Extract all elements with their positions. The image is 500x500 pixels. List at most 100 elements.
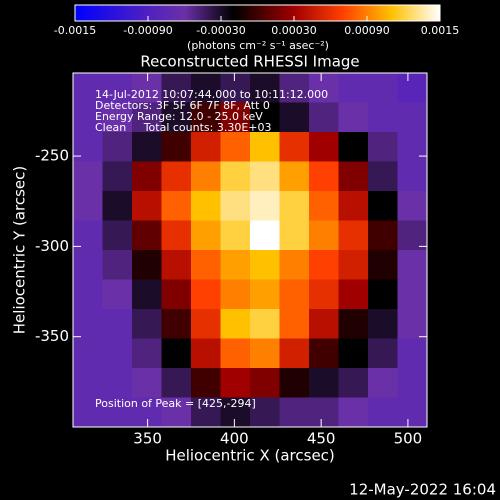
- y-tick-label: -350: [35, 327, 69, 345]
- heatmap-cell: [397, 279, 428, 310]
- heatmap-cell: [191, 397, 221, 428]
- heatmap-cell: [132, 279, 162, 310]
- heatmap-cell: [279, 161, 310, 192]
- heatmap-cell: [338, 397, 369, 428]
- y-axis-label: Heliocentric Y (arcsec): [11, 166, 29, 334]
- heatmap-cell: [279, 309, 310, 339]
- peak-annotation: Position of Peak = [425,-294]: [95, 397, 256, 410]
- x-tick-label: 450: [307, 430, 336, 448]
- heatmap-cell: [161, 250, 192, 280]
- heatmap-cell: [102, 368, 133, 398]
- heatmap-cell: [368, 309, 398, 339]
- heatmap-cell: [279, 132, 310, 162]
- heatmap-cell: [161, 102, 192, 133]
- heatmap-cell: [338, 132, 369, 162]
- colorbar-tick-label: 0.00090: [344, 24, 390, 37]
- y-tick-label: -250: [35, 147, 69, 165]
- heatmap-cell: [191, 132, 221, 162]
- heatmap-cell: [161, 73, 192, 103]
- colorbar-tick-label: 0.0015: [421, 24, 460, 37]
- annotation: 14-Jul-2012 10:07:44.000 to 10:11:12.000: [95, 88, 328, 101]
- heatmap-cell: [279, 102, 310, 133]
- heatmap-cell: [338, 220, 369, 251]
- heatmap-cell: [368, 161, 398, 192]
- heatmap-cell: [191, 368, 221, 398]
- heatmap-cell: [132, 132, 162, 162]
- heatmap-cell: [132, 191, 162, 221]
- heatmap-cell: [368, 250, 398, 280]
- heatmap-cell: [279, 250, 310, 280]
- timestamp: 12-May-2022 16:04: [349, 481, 496, 499]
- heatmap-cell: [220, 73, 251, 103]
- heatmap-cell: [132, 368, 162, 398]
- annotation: Energy Range: 12.0 - 25.0 keV: [95, 110, 263, 123]
- heatmap-cell: [368, 132, 398, 162]
- heatmap-cell: [102, 102, 133, 133]
- x-tick-label: 500: [394, 430, 423, 448]
- heatmap-cell: [368, 73, 398, 103]
- heatmap-cell: [309, 191, 339, 221]
- colorbar: [74, 4, 441, 22]
- heatmap-cell: [368, 368, 398, 398]
- heatmap-cell: [161, 309, 192, 339]
- heatmap-cell: [397, 397, 428, 428]
- annotation: Detectors: 3F 5F 6F 7F 8F, Att 0: [95, 99, 270, 112]
- heatmap-cell: [132, 161, 162, 192]
- annotation: Clean Total counts: 3.30E+03: [95, 121, 272, 134]
- heatmap-cell: [309, 309, 339, 339]
- heatmap-cell: [250, 191, 280, 221]
- heatmap-cell: [309, 220, 339, 251]
- x-tick-label: 350: [133, 430, 162, 448]
- heatmap-cell: [191, 279, 221, 310]
- heatmap-cell: [309, 132, 339, 162]
- heatmap-cell: [191, 73, 221, 103]
- heatmap-cell: [250, 338, 280, 369]
- heatmap-cell: [279, 338, 310, 369]
- heatmap-cell: [368, 397, 398, 428]
- heatmap-cell: [250, 309, 280, 339]
- heatmap-cell: [102, 220, 133, 251]
- heatmap-cell: [368, 102, 398, 133]
- heatmap-cell: [191, 338, 221, 369]
- heatmap-cell: [279, 368, 310, 398]
- colorbar-tick-label: -0.00090: [123, 24, 172, 37]
- x-tick-label: 400: [220, 430, 249, 448]
- colorbar-label: (photons cm⁻² s⁻¹ asec⁻²): [187, 39, 329, 52]
- heatmap-cell: [73, 279, 103, 310]
- heatmap-cell: [132, 73, 162, 103]
- heatmap-cell: [132, 220, 162, 251]
- heatmap-cell: [250, 279, 280, 310]
- heatmap-cell: [220, 397, 251, 428]
- heatmap-cell: [132, 309, 162, 339]
- heatmap-cell: [250, 73, 280, 103]
- heatmap-cell: [73, 161, 103, 192]
- heatmap-cell: [73, 132, 103, 162]
- heatmap-cell: [161, 368, 192, 398]
- heatmap-cell: [220, 191, 251, 221]
- heatmap-cell: [338, 279, 369, 310]
- heatmap-cell: [102, 132, 133, 162]
- heatmap-cell: [250, 161, 280, 192]
- heatmap-cell: [397, 102, 428, 133]
- heatmap-cell: [73, 368, 103, 398]
- heatmap-cell: [161, 279, 192, 310]
- heatmap-cell: [73, 309, 103, 339]
- heatmap-cell: [191, 191, 221, 221]
- heatmap-cell: [161, 220, 192, 251]
- heatmap-cell: [309, 161, 339, 192]
- heatmap-cell: [73, 73, 103, 103]
- heatmap-cell: [279, 397, 310, 428]
- heatmap-cell: [338, 338, 369, 369]
- heatmap-cell: [132, 338, 162, 369]
- heatmap-cell: [250, 397, 280, 428]
- plot-frame: [72, 72, 428, 428]
- heatmap-cell: [132, 102, 162, 133]
- heatmap-cell: [250, 132, 280, 162]
- heatmap-cell: [73, 338, 103, 369]
- colorbar-tick-label: -0.00030: [196, 24, 245, 37]
- chart-title: Reconstructed RHESSI Image: [140, 53, 359, 71]
- heatmap-cell: [161, 132, 192, 162]
- heatmap-cell: [338, 309, 369, 339]
- heatmap-cell: [191, 102, 221, 133]
- heatmap-cell: [220, 368, 251, 398]
